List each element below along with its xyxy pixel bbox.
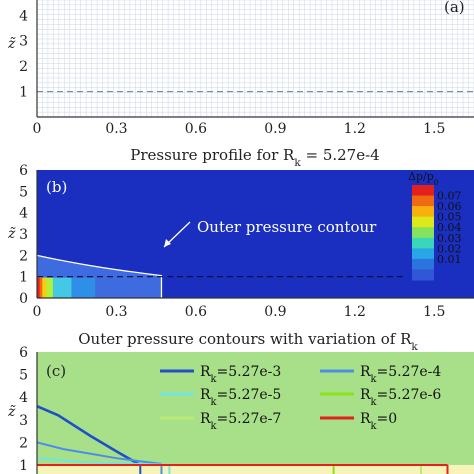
panel-b-colorbar-segment <box>412 216 434 228</box>
panel-b-pressure-band <box>37 277 40 298</box>
panel-b-x-tick-label: 0.6 <box>185 304 207 320</box>
panel-c-y-tick-label: 6 <box>19 345 28 361</box>
panel-c-y-label: z̃ <box>7 404 16 420</box>
panel-b-x-tick-label: 0.9 <box>264 304 286 320</box>
panel-b-annotation-arrowhead <box>164 239 171 247</box>
panel-b-title: Pressure profile for Rk = 5.27e-4 <box>130 146 379 169</box>
panel-c-label: (c) <box>46 362 66 380</box>
panel-b-x-tick-label: 0 <box>33 304 42 320</box>
panel-b-colorbar-tick: 0.04 <box>437 221 462 234</box>
panel-b-outer-contour-line <box>36 254 163 298</box>
panel-b-annotation: Outer pressure contour <box>197 218 377 236</box>
panel-b-x-tick-label: 1.2 <box>344 304 366 320</box>
panel-c-y-tick-label: 5 <box>19 368 28 384</box>
panel-b-y-tick-label: 3 <box>19 227 28 243</box>
panel-a-x-tick-label: 0.9 <box>264 121 286 137</box>
panel-c-legend-entry: Rk=5.27e-6 <box>360 387 441 408</box>
panel-c-legend-entry: Rk=5.27e-4 <box>360 364 441 385</box>
panel-b-colorbar-title: Δp/p0 <box>408 170 439 187</box>
panel-a-x-tick-label: 1.2 <box>344 121 366 137</box>
panel-c-legend-entry: Rk=5.27e-5 <box>200 387 281 408</box>
panel-b-y-tick-label: 1 <box>19 270 28 286</box>
panel-b-colorbar-segment <box>412 248 434 260</box>
panel-b-y-label: z̃ <box>7 226 16 242</box>
panel-b-label: (b) <box>46 178 67 196</box>
panel-b-colorbar-tick: 0.01 <box>437 253 462 266</box>
panel-b-colorbar-segment <box>412 206 434 218</box>
panel-c-series-line <box>36 441 162 465</box>
panel-b-colorbar-tick: 0.02 <box>437 242 462 255</box>
panel-c-y-tick-label: 4 <box>19 390 28 406</box>
panel-b-colorbar-tick: 0.07 <box>437 190 462 203</box>
panel-c-y-tick-label: 2 <box>19 435 28 451</box>
panel-c-title: Outer pressure contours with variation o… <box>78 330 418 353</box>
panel-a-y-tick-label: 1 <box>19 85 28 101</box>
panel-a-x-tick-label: 0.3 <box>105 121 127 137</box>
panel-b-colorbar-segment <box>412 237 434 249</box>
panel-b-y-tick-label: 0 <box>19 291 28 307</box>
panel-b-colorbar-tick: 0.05 <box>437 211 462 224</box>
panel-b-colorbar-segment <box>412 185 434 197</box>
panel-c-lower-band <box>37 464 474 474</box>
panel-a-y-tick-label: 2 <box>19 59 28 75</box>
panel-a-y-tick-label: 3 <box>19 34 28 50</box>
panel-b-colorbar-segment <box>412 227 434 239</box>
panel-b-colorbar-tick: 0.06 <box>437 200 462 213</box>
panel-a-grid <box>36 0 474 118</box>
panel-c-legend-entry: Rk=5.27e-3 <box>200 364 281 385</box>
panel-a-x-tick-label: 0.6 <box>185 121 207 137</box>
panel-b-y-tick-label: 6 <box>19 163 28 179</box>
panel-a-x-tick-label: 1.5 <box>423 121 445 137</box>
panel-b-x-tick-label: 1.5 <box>423 304 445 320</box>
panel-a-y-label: z̃ <box>7 36 16 52</box>
panel-c-legend-entry: Rk=5.27e-7 <box>200 411 281 432</box>
panel-a-label: (a) <box>444 0 465 16</box>
panel-a-x-tick-label: 0 <box>33 121 42 137</box>
panel-a-y-tick-label: 4 <box>19 8 28 24</box>
panel-b-colorbar-segment <box>412 195 434 207</box>
panel-b-colorbar-segment <box>412 258 434 270</box>
panel-b-x-tick-label: 0.3 <box>105 304 127 320</box>
panel-c-legend-entry: Rk=0 <box>360 411 397 432</box>
panel-b-colorbar-segment <box>412 269 434 281</box>
panel-b-colorbar-tick: 0.03 <box>437 232 462 245</box>
panel-c-y-tick-label: 1 <box>19 458 28 474</box>
panel-c-y-tick-label: 3 <box>19 413 28 429</box>
panel-b-y-tick-label: 5 <box>19 184 28 200</box>
panel-b-y-tick-label: 2 <box>19 248 28 264</box>
panel-b-y-tick-label: 4 <box>19 206 28 222</box>
panel-c-plot-area <box>37 352 474 474</box>
